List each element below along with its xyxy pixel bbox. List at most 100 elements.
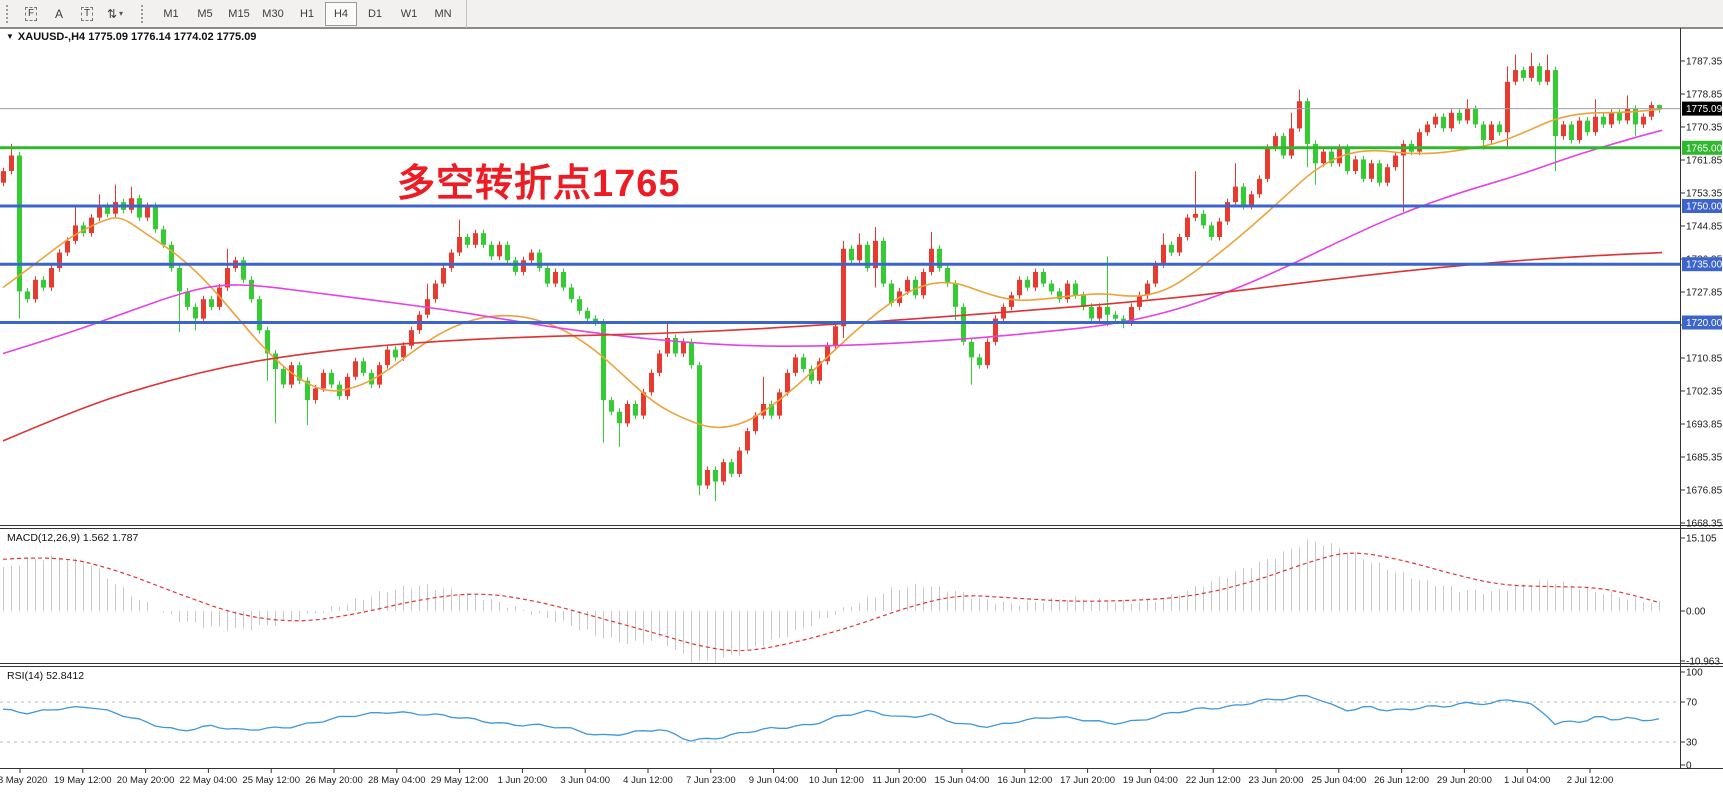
time-axis-label: 3 Jun 04:00 (560, 775, 610, 786)
rsi-axis-label: 0 (1686, 761, 1692, 772)
symbol-ohlc-text: XAUUSD-,H4 1775.09 1776.14 1774.02 1775.… (17, 31, 257, 43)
chart-canvas[interactable]: 1787.35 1778.85 1770.35 1761.85 1753.35 1744.… (0, 28, 1723, 792)
price-axis[interactable]: 1787.35 1778.85 1770.35 1761.85 1753.35 1744.… (1680, 57, 1723, 530)
timeframe-button-m1[interactable]: M1 (163, 7, 179, 20)
rsi-label: RSI(14) 52.8412 (7, 670, 85, 682)
macd-panel[interactable]: 15.105 0.00 -10.963 (2, 534, 1720, 668)
price-axis-label: 1753.35 (1686, 189, 1723, 200)
ma-mid-line (2, 129, 1663, 355)
price-tag-text: 1750.00 (1686, 202, 1723, 213)
price-tag-1775.09 (1682, 101, 1722, 116)
price-axis-label: 1685.35 (1686, 453, 1723, 464)
time-axis-label: 7 Jun 23:00 (686, 775, 736, 786)
price-axis-label: 1761.85 (1686, 156, 1723, 167)
price-axis-label: 1778.85 (1686, 90, 1723, 101)
rsi-axis-label: 30 (1686, 738, 1698, 749)
price-axis-label: 1668.35 (1686, 519, 1723, 530)
time-axis-label: 16 Jun 12:00 (997, 775, 1052, 786)
time-axis-label: 19 Jun 04:00 (1123, 775, 1178, 786)
price-tag-text: 1735.00 (1686, 260, 1723, 271)
price-axis-label: 1676.85 (1686, 486, 1723, 497)
text-tool-icon: T (80, 6, 94, 21)
annotation-text[interactable]: 多空转折点1765 (397, 163, 681, 205)
price-axis-label: 1727.85 (1686, 288, 1723, 299)
price-tag-text: 1765.00 (1686, 143, 1723, 154)
label-tool-icon: A (54, 6, 63, 21)
text-tool-button[interactable]: T (75, 3, 99, 25)
time-axis-label: 1 Jul 04:00 (1504, 775, 1550, 786)
price-tag-text: 1720.00 (1686, 318, 1723, 329)
macd-axis-label: -10.963 (1686, 657, 1720, 668)
price-axis-label: 1693.85 (1686, 420, 1723, 431)
time-axis-label: 17 Jun 20:00 (1060, 775, 1115, 786)
horizontal-lines[interactable] (0, 108, 1680, 324)
time-axis-label: 11 Jun 20:00 (872, 775, 926, 786)
price-tag-1750.00 (1682, 199, 1722, 213)
rsi-axis-label: 100 (1686, 668, 1703, 679)
arrange-tool-caret-icon: ▾ (119, 9, 124, 18)
timeframe-button-m30[interactable]: M30 (262, 7, 284, 20)
toolbar-grip[interactable] (6, 4, 14, 23)
timeframe-button-h1[interactable]: H1 (299, 7, 315, 20)
time-axis-label: 29 May 12:00 (431, 775, 489, 786)
arrange-tool-icon: ⇅ (106, 6, 118, 21)
arrange-tool-button[interactable]: ⇅ ▾ (103, 3, 127, 25)
ma-fast-line (2, 108, 1663, 429)
time-axis-label: 20 May 20:00 (117, 775, 175, 786)
moving-averages (2, 108, 1663, 442)
time-axis-label: 19 May 12:00 (54, 775, 112, 786)
time-axis-label: 10 Jun 12:00 (809, 775, 864, 786)
price-tag-1765.00 (1682, 140, 1722, 155)
macd-axis-label: 0.00 (1686, 607, 1706, 618)
frame-tool-button[interactable]: F (19, 3, 43, 25)
price-axis-label: 1710.85 (1686, 354, 1723, 365)
time-axis-label: 22 May 04:00 (180, 775, 238, 786)
time-axis-label: 9 Jun 04:00 (749, 775, 799, 786)
label-tool-button[interactable]: A (47, 3, 71, 25)
time-axis-label: 18 May 2020 (0, 775, 47, 786)
time-axis-label: 26 May 20:00 (305, 775, 363, 786)
ma-slow-line (2, 251, 1663, 442)
price-axis-label: 1787.35 (1686, 57, 1723, 68)
frame-tool-icon: F (24, 6, 38, 21)
time-axis-label: 23 Jun 20:00 (1249, 775, 1304, 786)
timeframe-button-h4[interactable]: H4 (325, 1, 357, 26)
toolbar-tools: F A T ⇅ ▾ (19, 3, 127, 25)
time-axis-label: 26 Jun 12:00 (1374, 775, 1429, 786)
panel-borders (0, 28, 1723, 769)
macd-axis-label: 15.105 (1686, 534, 1717, 545)
timeframe-button-m15[interactable]: M15 (228, 7, 250, 20)
symbol-dropdown-icon[interactable]: ▼ (6, 32, 14, 41)
time-axis-label: 2 Jul 12:00 (1567, 775, 1613, 786)
macd-signal-line (2, 552, 1660, 652)
time-axis-label: 4 Jun 12:00 (623, 775, 673, 786)
price-axis-label: 1744.85 (1686, 222, 1723, 233)
rsi-line (2, 694, 1660, 742)
rsi-panel[interactable]: 100 70 30 0 (0, 668, 1703, 772)
timeframe-button-m5[interactable]: M5 (197, 7, 213, 20)
time-axis-label: 15 Jun 04:00 (935, 775, 990, 786)
time-axis-label: 22 Jun 12:00 (1186, 775, 1241, 786)
timeframe-toolbar-grip[interactable] (141, 4, 149, 23)
macd-label: MACD(12,26,9) 1.562 1.787 (7, 532, 139, 544)
price-tag-1720.00 (1682, 315, 1722, 330)
symbol-ohlc-line: ▼ XAUUSD-,H4 1775.09 1776.14 1774.02 1775… (6, 31, 256, 43)
time-axis-label: 25 Jun 04:00 (1311, 775, 1366, 786)
price-tag-1735.00 (1682, 257, 1722, 272)
time-axis-label: 29 Jun 20:00 (1437, 775, 1492, 786)
time-axis-label: 1 Jun 20:00 (498, 775, 548, 786)
price-tag-text: 1775.09 (1686, 104, 1723, 115)
chart-stage: 1787.35 1778.85 1770.35 1761.85 1753.35 1744.… (0, 28, 1723, 792)
time-axis[interactable]: 18 May 2020 19 May 12:00 20 May 20:00 22 Ma… (0, 769, 1613, 786)
timeframe-toolbar: M1 M5 M15 M30 H1 H4 D1 W1 MN (154, 0, 467, 28)
toolbar: F A T ⇅ ▾ M1 M5 M15 M30 H1 H4 D1 W1 MN (0, 0, 1723, 28)
candles-layer[interactable] (1, 52, 1662, 501)
time-axis-label: 25 May 12:00 (242, 775, 300, 786)
timeframe-button-mn[interactable]: MN (434, 7, 452, 20)
price-axis-label: 1770.35 (1686, 123, 1723, 134)
rsi-axis-label: 70 (1686, 698, 1698, 709)
price-axis-label: 1702.35 (1686, 387, 1723, 398)
timeframe-button-d1[interactable]: D1 (367, 7, 383, 20)
timeframe-button-w1[interactable]: W1 (400, 7, 418, 20)
